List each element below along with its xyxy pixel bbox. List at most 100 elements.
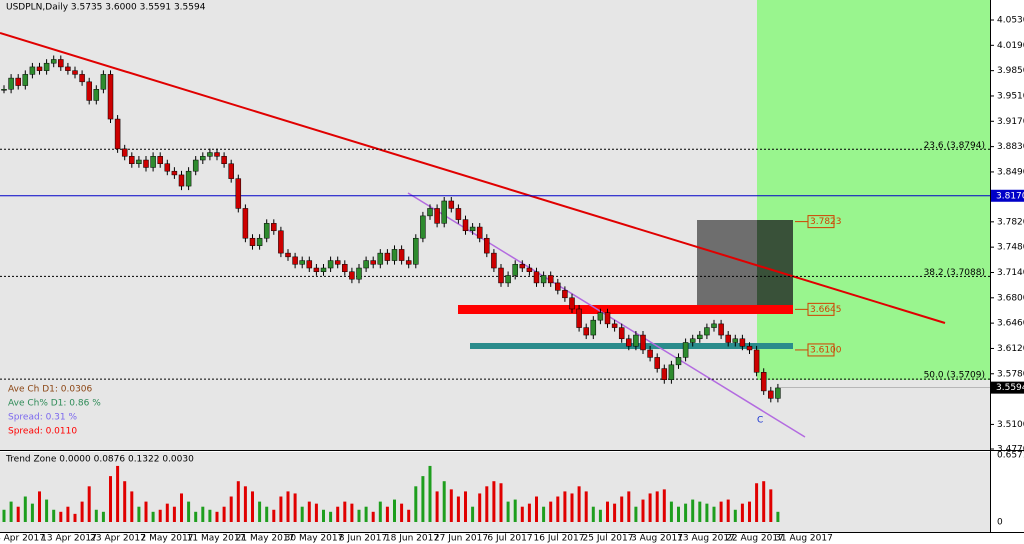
trend-bar	[712, 506, 716, 522]
trend-bar	[414, 486, 418, 522]
candle	[263, 223, 270, 239]
candle	[739, 338, 746, 347]
stats: Ave Ch D1: 0.0306 Ave Ch% D1: 0.86 % Sprea…	[8, 385, 101, 437]
price-label: 3.6800	[997, 293, 1024, 303]
trend-bar	[471, 506, 475, 522]
candle	[58, 59, 64, 68]
candle	[519, 264, 526, 269]
trend-bar	[641, 499, 645, 522]
trend-bar	[733, 509, 737, 522]
candle	[363, 260, 369, 269]
candle	[668, 364, 675, 380]
candle	[79, 74, 85, 83]
date-label: 18 Jun 2017	[385, 534, 439, 544]
level-box	[807, 343, 835, 357]
level-label: 3.7823	[810, 217, 842, 227]
candle	[505, 275, 511, 284]
price-tag	[991, 189, 1024, 202]
trend-bar	[229, 496, 233, 522]
trend-bar	[513, 499, 517, 522]
price-label: 4.0190	[997, 41, 1024, 51]
level-label: 3.6100	[810, 345, 842, 355]
level-box	[807, 215, 835, 229]
trend-bar	[158, 509, 162, 522]
candle	[526, 267, 533, 272]
fib-label: 50.0 (3.5709)	[924, 371, 985, 381]
trend-bar	[314, 503, 318, 522]
candle	[370, 260, 376, 265]
date-label: 13 Aug 2017	[677, 534, 735, 544]
fib-label: 23.6 (3.8794)	[924, 141, 985, 151]
trend-bar	[520, 506, 524, 522]
plot: 4.0530 4.0190 3.9850 3.9510 3.9170 3.8830 3.84…	[0, 16, 1024, 544]
candle	[356, 267, 362, 280]
trend-bar	[165, 503, 169, 522]
trend-bar	[627, 491, 631, 522]
trend-bar	[669, 501, 673, 522]
trend-bar	[151, 511, 155, 522]
candle	[235, 178, 242, 209]
trend-bar	[251, 491, 254, 522]
candle	[540, 275, 547, 284]
candle	[725, 334, 731, 343]
candle	[583, 327, 589, 336]
price-label: 3.9510	[997, 91, 1024, 101]
candle	[604, 312, 611, 325]
candle	[427, 208, 433, 217]
trend-bar	[393, 499, 396, 522]
indicator-title: Trend Zone 0.0000 0.0876 0.1322 0.0030	[5, 455, 194, 465]
trend-bar	[464, 491, 467, 522]
trend-bar	[187, 501, 191, 522]
fib-label: 38.2 (3.7088)	[924, 268, 985, 278]
candle	[43, 62, 50, 71]
candle	[647, 349, 653, 358]
date-label: 25 Jul 2017	[583, 534, 634, 544]
trend-bar	[634, 506, 638, 522]
candle	[192, 159, 199, 172]
candle	[36, 66, 43, 71]
trend-bar	[194, 511, 198, 522]
trend-bar	[506, 501, 510, 522]
trend-bar	[776, 511, 780, 522]
trend-bar	[222, 506, 226, 522]
trend-bar	[109, 476, 112, 522]
candle	[121, 148, 128, 157]
trend-bar	[23, 496, 27, 522]
candle	[143, 159, 149, 168]
trend-bar	[407, 509, 411, 522]
trend-bar	[400, 503, 404, 522]
trend-bar	[52, 509, 56, 522]
candle	[271, 223, 277, 232]
candle	[306, 260, 313, 269]
trend-bar	[705, 503, 709, 522]
trend-bar	[258, 501, 262, 522]
candle	[1, 89, 7, 91]
date-label: 21 May 2017	[236, 534, 295, 544]
price-label: 3.9170	[997, 117, 1024, 127]
date-label: 31 Aug 2017	[775, 534, 833, 544]
trend-bar	[343, 501, 347, 522]
trend-bar	[357, 509, 361, 522]
trend-bar	[116, 465, 120, 522]
date-label: 30 May 2017	[285, 534, 344, 544]
price-label: 3.9850	[997, 66, 1024, 76]
candle	[405, 260, 412, 265]
candle	[320, 267, 327, 272]
trend-bar	[691, 499, 695, 522]
trend-bar	[364, 506, 368, 522]
date-label: 6 Jul 2017	[487, 534, 532, 544]
candle	[611, 323, 618, 328]
candle	[484, 237, 490, 254]
candle	[171, 170, 178, 176]
trend-bar	[45, 499, 49, 522]
candle	[342, 264, 348, 272]
trend-bar	[236, 481, 240, 522]
candle	[398, 249, 405, 261]
trend-bar	[9, 501, 13, 522]
candle	[441, 200, 447, 224]
current-tag-label: 3.5594	[996, 383, 1024, 393]
candle	[597, 312, 604, 321]
price-label: 3.8830	[997, 142, 1024, 152]
candle	[129, 156, 135, 164]
candle	[498, 267, 504, 284]
